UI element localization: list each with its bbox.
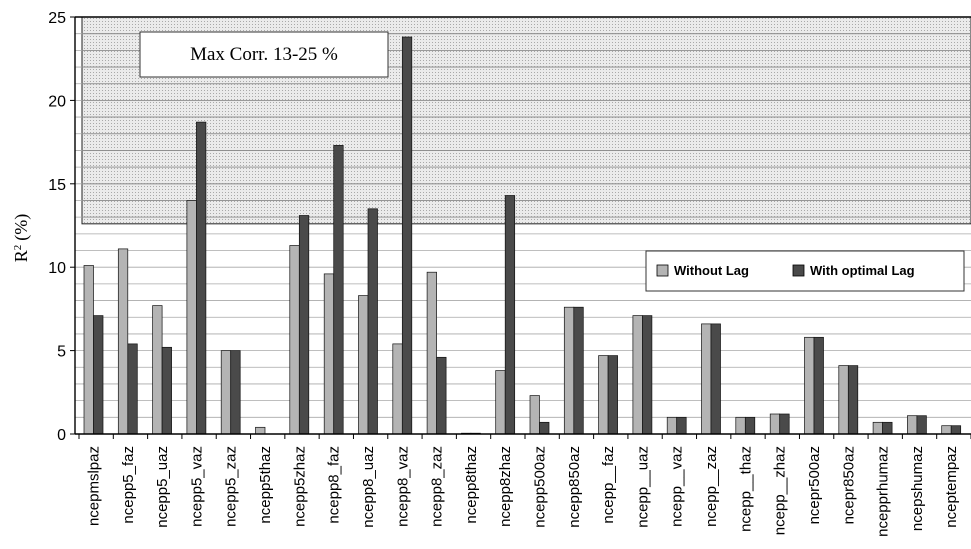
x-category-label: ncepp8zhaz (497, 446, 514, 527)
x-category-label: ncepp__zhaz (772, 446, 789, 535)
bar-without-lag-ncepp8_faz (323, 273, 335, 435)
x-category-label: ncepp500az (532, 446, 549, 528)
bar-with-optimal-lag-ncepp__zhaz (779, 413, 790, 435)
axes (70, 16, 971, 439)
bar-with-optimal-lag-ncepp5_vaz (196, 121, 207, 435)
x-category-label: ncepp__zaz (703, 446, 720, 527)
bar-without-lag-ncepp5_uaz (152, 305, 163, 435)
bar-with-optimal-lag-ncepp8_faz (333, 145, 344, 435)
x-category-label: ncepp5_faz (120, 446, 137, 524)
bar-without-lag-ncepp8_zaz (426, 271, 437, 435)
x-category-label: ncepp8_zaz (429, 446, 446, 527)
bar-with-optimal-lag-ncepp__vaz (676, 416, 687, 435)
bar-without-lag-nceptempaz (941, 425, 952, 435)
bar-with-optimal-lag-ncepp8_uaz (367, 208, 378, 435)
x-category-label: ncepshumaz (909, 446, 926, 531)
y-axis-label: R2(%) (11, 214, 32, 263)
y-tick-label: 15 (48, 177, 66, 194)
bar-without-lag-ncepp__vaz (666, 416, 678, 435)
bar-without-lag-ncepp500az (529, 395, 540, 435)
bar-with-optimal-lag-ncepprhumaz (882, 421, 893, 435)
bar-with-optimal-lag-ncepp8_vaz (401, 36, 413, 435)
x-category-label: ncepp8_vaz (394, 446, 411, 527)
bar-without-lag-ncepp850az (563, 306, 575, 435)
bar-with-optimal-lag-ncepp__zaz (710, 323, 721, 435)
x-category-label: ncepp8_faz (326, 446, 343, 524)
x-category-label: ncepp5_zaz (223, 446, 240, 527)
bar-without-lag-ncepp__thaz (735, 416, 746, 435)
bar-without-lag-ncepp8zhaz (495, 370, 506, 435)
bar-without-lag-ncepp5_faz (117, 248, 129, 435)
bar-with-optimal-lag-nceptempaz (950, 425, 962, 435)
y-tick-label: 5 (57, 344, 66, 361)
x-category-label: ncepmslpaz (86, 446, 103, 526)
x-category-label: ncepp8_uaz (360, 446, 377, 528)
bar-without-lag-ncepmslpaz (83, 265, 94, 435)
y-tick-label: 0 (57, 427, 66, 444)
legend-swatch-without-lag (656, 264, 669, 277)
bar-without-lag-ncepp5zhaz (289, 245, 300, 435)
legend: Without Lag With optimal Lag (645, 250, 965, 292)
x-category-label: ncepr850az (840, 446, 857, 524)
bar-with-optimal-lag-ncepr500az (813, 336, 824, 435)
bar-with-optimal-lag-ncepp5_zaz (230, 350, 241, 435)
bar-without-lag-ncepp5_vaz (186, 200, 197, 435)
bar-without-lag-ncepp8_vaz (392, 343, 403, 435)
bar-with-optimal-lag-ncepp5zhaz (298, 215, 310, 435)
bar-with-optimal-lag-ncepp850az (573, 306, 584, 435)
y-tick-labels: 0 5 10 15 20 25 (48, 10, 66, 444)
bar-with-optimal-lag-ncepr850az (847, 365, 859, 435)
bar-with-optimal-lag-ncepp__uaz (642, 315, 653, 435)
x-category-label: nceptempaz (943, 446, 960, 528)
bar-with-optimal-lag-ncepp5_faz (127, 343, 138, 435)
bar-with-optimal-lag-ncepmslpaz (93, 315, 104, 435)
bar-without-lag-ncepr500az (804, 336, 815, 435)
bar-with-optimal-lag-ncepp__faz (607, 355, 618, 435)
legend-label-without-lag: Without Lag (674, 263, 749, 278)
bar-with-optimal-lag-ncepp__thaz (744, 416, 756, 435)
bar-without-lag-ncepp5_zaz (220, 350, 232, 435)
bar-without-lag-ncepshumaz (907, 415, 918, 435)
bar-with-optimal-lag-ncepp500az (539, 421, 550, 435)
bar-without-lag-ncepr850az (838, 365, 849, 435)
bars-group (83, 36, 962, 435)
bar-with-optimal-lag-ncepshumaz (916, 415, 927, 435)
x-category-label: ncepp8thaz (463, 446, 480, 524)
x-category-label: ncepp850az (566, 446, 583, 528)
bar-without-lag-ncepp__zaz (701, 323, 712, 435)
legend-label-with-optimal-lag: With optimal Lag (810, 263, 915, 278)
x-category-label: ncepp__faz (600, 446, 617, 524)
annotation-box: Max Corr. 13-25 % (139, 31, 389, 78)
x-category-label: ncepp__uaz (634, 446, 651, 528)
x-category-label: ncepr500az (806, 446, 823, 524)
x-category-label: ncepp5zhaz (291, 446, 308, 527)
bar-without-lag-ncepp__faz (598, 355, 609, 435)
annotation-text: Max Corr. 13-25 % (190, 44, 338, 65)
bar-without-lag-ncepp5thaz (255, 426, 266, 435)
legend-swatch-with-optimal-lag (792, 264, 805, 277)
y-tick-label: 25 (48, 10, 66, 27)
bar-with-optimal-lag-ncepp8_zaz (436, 356, 447, 435)
x-category-label: ncepprhumaz (875, 446, 892, 537)
bar-without-lag-ncepp__zhaz (769, 413, 781, 435)
bar-with-optimal-lag-ncepp8zhaz (504, 195, 516, 435)
y-tick-label: 10 (48, 260, 66, 277)
x-category-label: ncepp5_uaz (154, 446, 171, 528)
bar-without-lag-ncepprhumaz (872, 421, 883, 435)
x-category-labels: ncepmslpaz ncepp5_faz ncepp5_uaz ncepp5_vaz… (86, 446, 961, 537)
x-category-label: ncepp__vaz (669, 446, 686, 527)
y-tick-label: 20 (48, 93, 66, 110)
bar-with-optimal-lag-ncepp5_uaz (161, 346, 172, 435)
x-category-label: ncepp__thaz (737, 446, 754, 532)
bar-without-lag-ncepp__uaz (632, 315, 643, 435)
bar-without-lag-ncepp8_uaz (358, 295, 369, 435)
x-category-label: ncepp5_vaz (188, 446, 205, 527)
x-category-label: ncepp5thaz (257, 446, 274, 524)
